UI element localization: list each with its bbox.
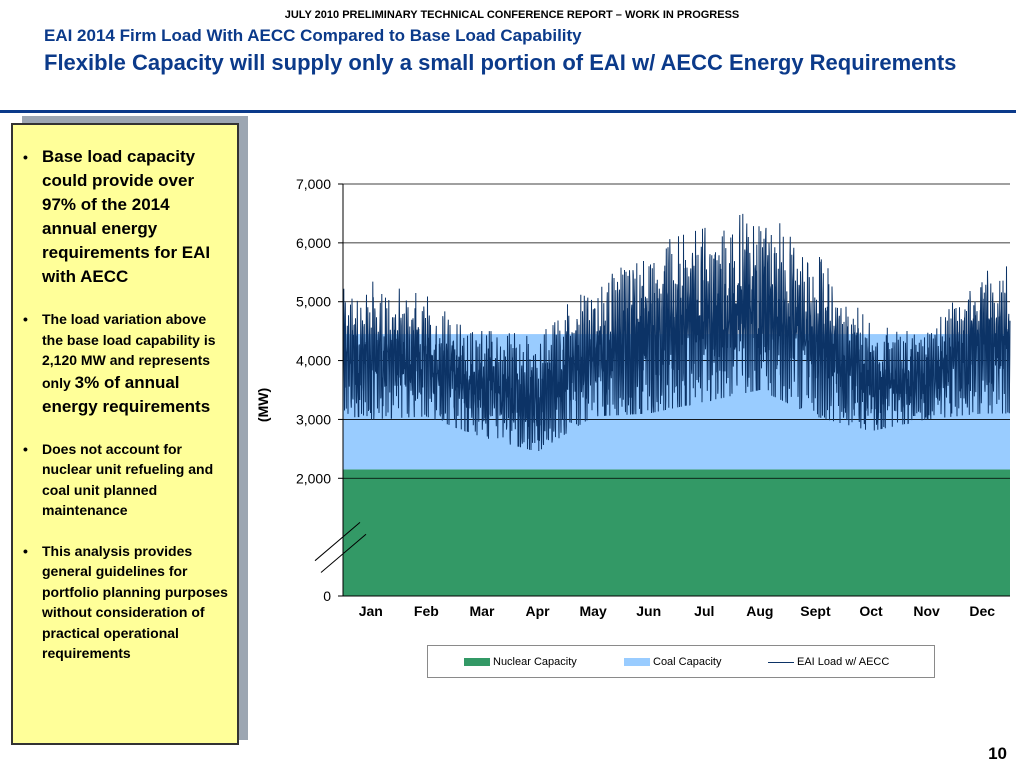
header-divider (0, 110, 1016, 113)
month-label: Aug (746, 603, 773, 619)
legend-load: EAI Load w/ AECC (768, 656, 889, 668)
y-tick-label: 4,000 (296, 353, 331, 369)
month-label: Jul (694, 603, 714, 619)
report-banner: JULY 2010 PRELIMINARY TECHNICAL CONFEREN… (284, 9, 740, 21)
legend-nuclear-swatch (464, 658, 490, 666)
y-tick-label: 7,000 (296, 176, 331, 192)
month-label: Jan (359, 603, 383, 619)
month-label: Mar (470, 603, 495, 619)
bullet-3-text: Does not account for nuclear unit refuel… (42, 440, 214, 519)
legend-coal-swatch (624, 658, 650, 666)
load-series (342, 213, 1011, 452)
legend-load-swatch (768, 661, 794, 663)
bullet-2: The load variation above the base load c… (21, 309, 229, 419)
band-nuclear-capacity (343, 469, 1010, 596)
bullet-4-text: This analysis provides general guideline… (42, 542, 228, 662)
y-tick-label: 3,000 (296, 411, 331, 427)
legend-coal-label: Coal Capacity (653, 656, 722, 668)
legend-coal: Coal Capacity (624, 656, 721, 668)
page-number: 10 (988, 744, 1007, 763)
legend-nuclear-label: Nuclear Capacity (493, 656, 577, 668)
month-label: Apr (525, 603, 550, 619)
month-label: Sept (800, 603, 831, 619)
y-axis-title: (MW) (255, 388, 271, 422)
month-label: Oct (859, 603, 883, 619)
axis-break-mark (314, 522, 361, 562)
load-line (342, 213, 1011, 452)
month-label: Dec (969, 603, 995, 619)
month-label: Nov (913, 603, 940, 619)
bullet-1-text: Base load capacity could provide over 97… (42, 147, 211, 286)
bullet-2-text: The load variation above the base load c… (42, 311, 216, 391)
bullet-1: Base load capacity could provide over 97… (21, 145, 229, 289)
load-chart: 0 2,000 3,000 4,000 5,000 6,000 7,000 (MW) Jan Fe… (255, 176, 1011, 619)
bullet-4: This analysis provides general guideline… (21, 541, 229, 664)
slide-title: Flexible Capacity will supply only a sma… (44, 50, 957, 75)
chart-legend: Nuclear Capacity Coal Capacity EAI Load … (427, 645, 935, 678)
month-label: Feb (414, 603, 439, 619)
y-tick-label: 6,000 (296, 235, 331, 251)
y-tick-label: 2,000 (296, 470, 331, 486)
month-label: May (580, 603, 607, 619)
legend-nuclear: Nuclear Capacity (464, 656, 577, 668)
axis-break-mark (320, 533, 367, 573)
notes-panel: Base load capacity could provide over 97… (11, 123, 239, 745)
bullet-2-emphasis: 3% of annual energy requirements (42, 372, 211, 416)
y-tick-label: 0 (323, 588, 331, 604)
bullet-3: Does not account for nuclear unit refuel… (21, 439, 229, 521)
axes (314, 183, 1010, 597)
legend-load-label: EAI Load w/ AECC (797, 656, 890, 668)
axis-labels: 0 2,000 3,000 4,000 5,000 6,000 7,000 (MW) Jan Fe… (255, 176, 995, 619)
slide-subtitle: EAI 2014 Firm Load With AECC Compared to… (44, 26, 582, 45)
y-tick-label: 5,000 (296, 294, 331, 310)
month-label: Jun (636, 603, 661, 619)
